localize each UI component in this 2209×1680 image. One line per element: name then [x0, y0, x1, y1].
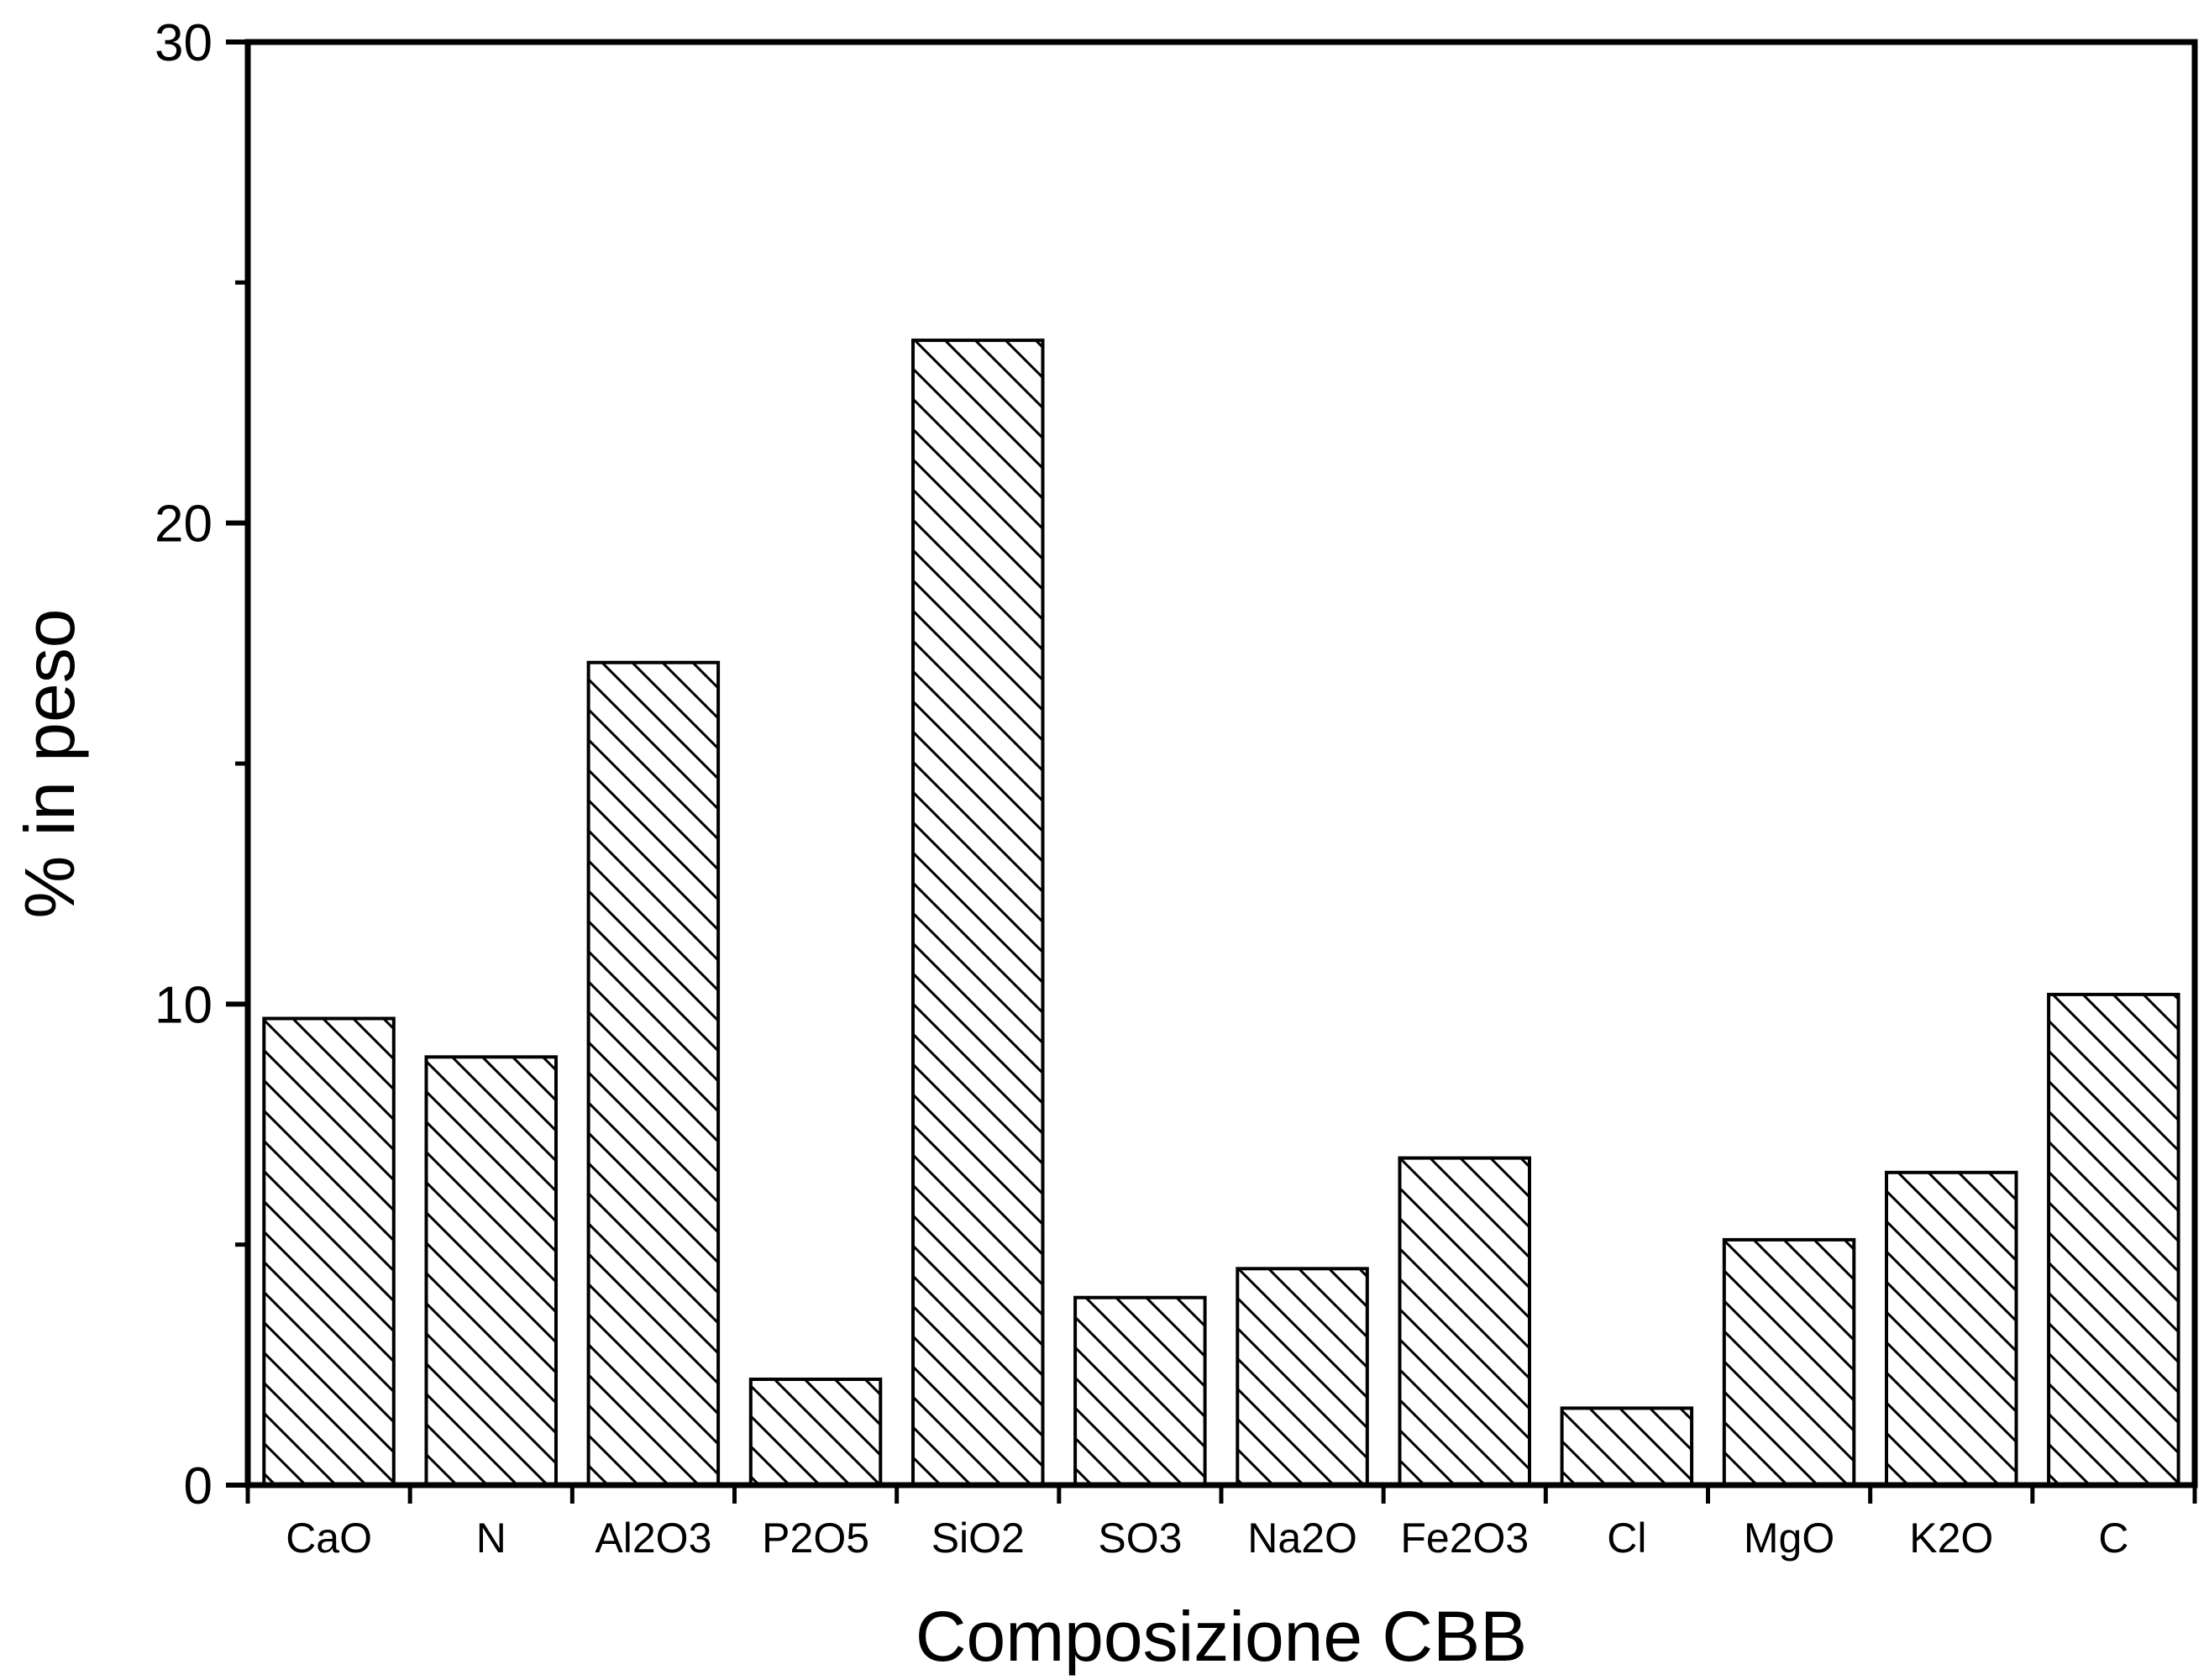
- bar-cl: [1560, 1406, 1694, 1488]
- x-category-label: Al2O3: [595, 1515, 711, 1562]
- x-category-label: CaO: [286, 1515, 372, 1562]
- x-category-label: N: [476, 1515, 506, 1562]
- axes-layer: 0 10 20 30 CaO N Al2O3 P2O5 SiO2 SO3 Na2O Fe2O3 Cl Mg…: [155, 14, 2197, 1562]
- x-category-label: Cl: [1607, 1515, 1646, 1562]
- x-category-label: SO3: [1098, 1515, 1182, 1562]
- bar-na2o: [1236, 1267, 1369, 1488]
- y-tick-label: 0: [184, 1457, 213, 1515]
- y-tick-label: 30: [155, 14, 213, 72]
- x-category-label: SiO2: [931, 1515, 1025, 1562]
- bar-fe2o3: [1398, 1156, 1531, 1487]
- bar-p2o5: [748, 1378, 883, 1487]
- y-tick-label: 20: [155, 496, 213, 554]
- x-category-label: Fe2O3: [1400, 1515, 1529, 1562]
- y-axis-title: % in peso: [10, 609, 89, 919]
- bar-k2o: [1885, 1170, 2018, 1488]
- bars-layer: [262, 339, 2180, 1488]
- x-axis-title: Composizione CBB: [916, 1597, 1527, 1676]
- y-tick-label: 10: [155, 976, 213, 1034]
- bar-al2o3: [586, 660, 721, 1487]
- bar-so3: [1073, 1295, 1207, 1487]
- bar-n: [424, 1055, 558, 1488]
- bar-c: [2047, 992, 2180, 1487]
- x-category-label: P2O5: [762, 1515, 869, 1562]
- bar-sio2: [911, 339, 1045, 1488]
- x-category-label: MgO: [1744, 1515, 1834, 1562]
- bar-mgo: [1722, 1237, 1856, 1488]
- x-category-label: C: [2098, 1515, 2128, 1562]
- bar-cao: [262, 1016, 396, 1487]
- x-category-label: Na2O: [1247, 1515, 1357, 1562]
- x-category-label: K2O: [1909, 1515, 1993, 1562]
